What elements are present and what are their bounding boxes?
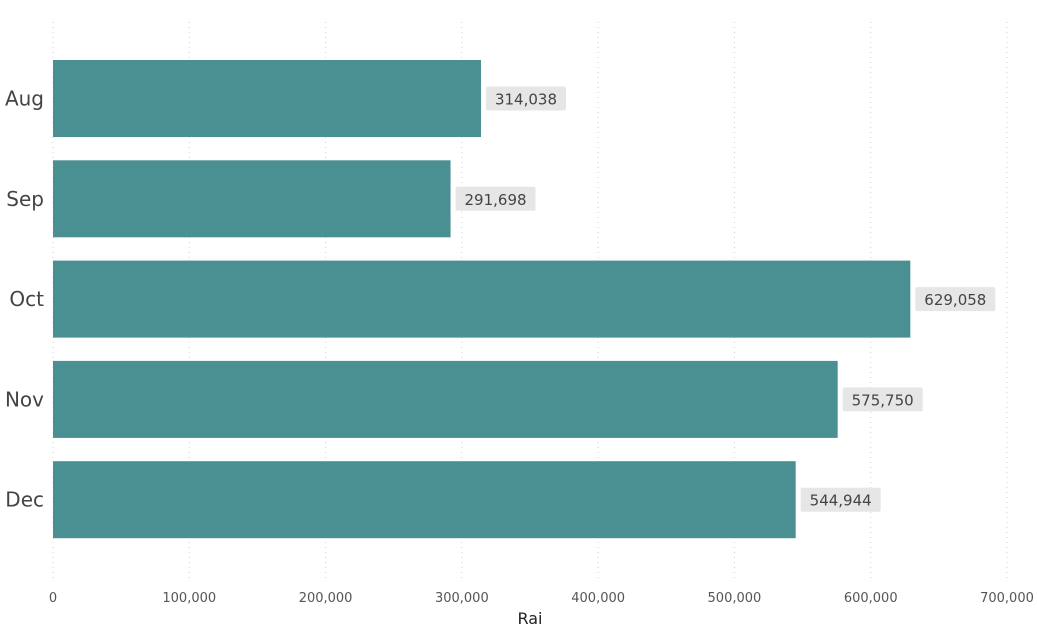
bar-aug: [53, 60, 481, 137]
category-label: Aug: [5, 87, 44, 111]
data-label-group: 575,750: [842, 387, 923, 412]
data-label-background: [455, 186, 536, 211]
bar-nov: [53, 360, 838, 438]
category-label: Dec: [5, 488, 44, 512]
bars: [53, 60, 911, 539]
x-tick-label: 700,000: [980, 591, 1034, 606]
x-tick-label: 600,000: [844, 591, 898, 606]
data-label: 314,038: [495, 91, 557, 109]
x-tick-label: 0: [49, 591, 57, 606]
category-labels: Aug Sep Oct Nov Dec: [5, 87, 44, 512]
x-axis-ticks: 0 100,000 200,000 300,000 400,000 500,000 600,…: [49, 591, 1034, 606]
data-label: 544,944: [810, 492, 872, 510]
x-tick-label: 500,000: [708, 591, 762, 606]
bar-sep: [53, 160, 451, 238]
x-tick-label: 400,000: [571, 591, 625, 606]
data-label: 291,698: [465, 191, 527, 209]
category-label: Oct: [9, 287, 44, 311]
data-labels: 314,038 291,698 629,058 575,750 544,944: [455, 86, 996, 512]
x-axis-title: Rai: [517, 609, 542, 628]
data-label: 629,058: [924, 291, 986, 309]
data-label-group: 291,698: [455, 186, 536, 211]
data-label: 575,750: [852, 391, 914, 409]
data-label-background: [842, 387, 923, 412]
bar-dec: [53, 461, 796, 539]
x-tick-label: 300,000: [435, 591, 489, 606]
data-label-background: [800, 487, 881, 512]
category-label: Sep: [6, 187, 44, 211]
bar-oct: [53, 260, 911, 338]
data-label-group: 314,038: [485, 86, 566, 111]
data-label-background: [915, 287, 996, 312]
data-label-group: 629,058: [915, 287, 996, 312]
x-tick-label: 200,000: [299, 591, 353, 606]
data-label-background: [485, 86, 566, 111]
x-tick-label: 100,000: [162, 591, 216, 606]
category-label: Nov: [5, 387, 44, 411]
data-label-group: 544,944: [800, 487, 881, 512]
